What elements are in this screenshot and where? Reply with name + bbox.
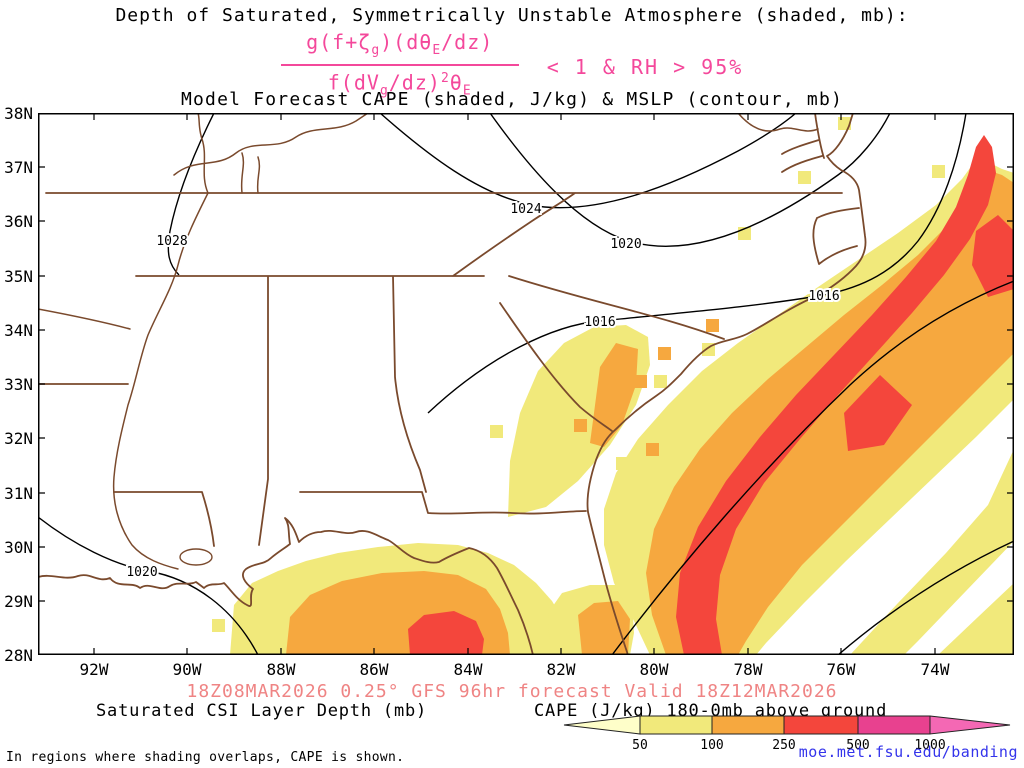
state-borders-path xyxy=(38,192,843,547)
lat-label: 36N xyxy=(4,212,33,231)
website-link[interactable]: moe.met.fsu.edu/banding xyxy=(798,743,1018,761)
lat-label: 35N xyxy=(4,267,33,286)
colorbar-segment xyxy=(711,715,785,735)
lon-label: 78W xyxy=(733,660,763,679)
cape-shade-region xyxy=(844,375,912,451)
mslp-contour-1028 xyxy=(167,113,215,276)
colorbar-segment xyxy=(857,715,931,735)
map-title: Model Forecast CAPE (shaded, J/kg) & MSL… xyxy=(180,89,844,110)
colorbar-segments xyxy=(563,715,1011,735)
rivers-path xyxy=(38,113,819,570)
axis-ticks xyxy=(38,113,1014,655)
cape-cell xyxy=(654,375,667,388)
lat-label: 31N xyxy=(4,484,33,503)
contour-label: 1016 xyxy=(584,315,615,330)
lon-label: 90W xyxy=(172,660,202,679)
colorbar-arrow-left xyxy=(563,715,641,735)
colorbar-segment xyxy=(783,715,859,735)
contour-label: 1024 xyxy=(510,202,541,217)
cape-cell xyxy=(616,457,629,470)
cape-shade-region xyxy=(972,215,1014,297)
cape-cell xyxy=(574,419,587,432)
cape-cell xyxy=(706,319,719,332)
page-title: Depth of Saturated, Symmetrically Unstab… xyxy=(115,5,909,26)
colorbar-segment xyxy=(639,715,713,735)
colorbar-tick-label: 1000 xyxy=(914,738,945,753)
lon-label: 76W xyxy=(826,660,856,679)
lat-label: 33N xyxy=(4,375,33,394)
lat-label: 37N xyxy=(4,158,33,177)
contour-label: 1016 xyxy=(808,289,839,304)
csi-depth-legend-label: Saturated CSI Layer Depth (mb) xyxy=(96,701,428,721)
fraction-bar xyxy=(280,64,519,66)
cape-shade-region xyxy=(850,449,1014,655)
mslp-contour-unlabeled-2 xyxy=(837,540,1014,655)
overlap-note: In regions where shading overlaps, CAPE … xyxy=(6,750,405,765)
cape-colorbar: 50 100 250 500 1000 xyxy=(563,715,1011,753)
geography xyxy=(38,113,867,655)
coastline-path xyxy=(38,113,867,655)
lat-label: 38N xyxy=(4,104,33,123)
mslp-contour-1020-southwest xyxy=(38,516,259,655)
formula-fraction: g(f+ζg)(dθE/dz) f(dVg/dz)2θE xyxy=(280,29,519,105)
lake-pontchartrain xyxy=(179,548,213,566)
lat-label: 34N xyxy=(4,321,33,340)
mslp-contour-1024 xyxy=(379,113,797,209)
colorbar-ticks: 50 100 250 500 1000 xyxy=(632,738,945,753)
cape-cell xyxy=(634,375,647,388)
lon-label: 86W xyxy=(359,660,389,679)
mslp-contour-unlabeled-1 xyxy=(611,280,1014,655)
forecast-valid-line: 18Z08MAR2026 0.25° GFS 96hr forecast Val… xyxy=(186,681,838,702)
lat-label: 30N xyxy=(4,538,33,557)
lon-label: 92W xyxy=(79,660,109,679)
colorbar-tick-label: 50 xyxy=(632,738,648,753)
mslp-contour-labels: 1028 1024 1020 1016 1016 1020 xyxy=(124,200,841,582)
cape-cell xyxy=(798,171,811,184)
lon-label: 82W xyxy=(546,660,576,679)
mslp-contour-1020-north xyxy=(489,113,891,247)
cape-cell xyxy=(658,347,671,360)
lon-label: 84W xyxy=(453,660,483,679)
formula-condition: < 1 & RH > 95% xyxy=(546,54,744,79)
cape-cell xyxy=(212,619,225,632)
lon-label: 80W xyxy=(639,660,669,679)
cape-shade-region xyxy=(590,343,638,447)
cape-cell xyxy=(646,443,659,456)
contour-label: 1020 xyxy=(610,237,641,252)
lon-label: 88W xyxy=(266,660,296,679)
formula-numerator: g(f+ζg)(dθE/dz) xyxy=(306,30,494,58)
colorbar-arrow-right xyxy=(929,715,1011,735)
cape-cell xyxy=(932,165,945,178)
cape-shading-red xyxy=(408,135,1014,655)
cape-shade-region xyxy=(676,135,996,655)
cape-cell xyxy=(490,425,503,438)
formula-denominator: f(dVg/dz)2θE xyxy=(327,70,472,99)
csi-formula: g(f+ζg)(dθE/dz) f(dVg/dz)2θE < 1 & RH > … xyxy=(0,29,1024,105)
mslp-contour-1016 xyxy=(427,113,967,414)
lat-label: 28N xyxy=(4,646,33,665)
lon-label: 74W xyxy=(920,660,950,679)
cape-shade-region xyxy=(408,611,484,655)
colorbar-tick-label: 100 xyxy=(700,738,723,753)
contour-label: 1028 xyxy=(156,234,187,249)
forecast-map: 1028 1024 1020 1016 1016 1020 xyxy=(38,113,1014,655)
lat-label: 32N xyxy=(4,429,33,448)
cape-shade-region xyxy=(938,583,1014,655)
lat-label: 29N xyxy=(4,592,33,611)
colorbar-tick-label: 250 xyxy=(772,738,795,753)
mslp-contours xyxy=(38,113,1014,655)
colorbar-tick-label: 500 xyxy=(846,738,869,753)
cape-shade-region xyxy=(578,601,630,655)
contour-label: 1020 xyxy=(126,565,157,580)
